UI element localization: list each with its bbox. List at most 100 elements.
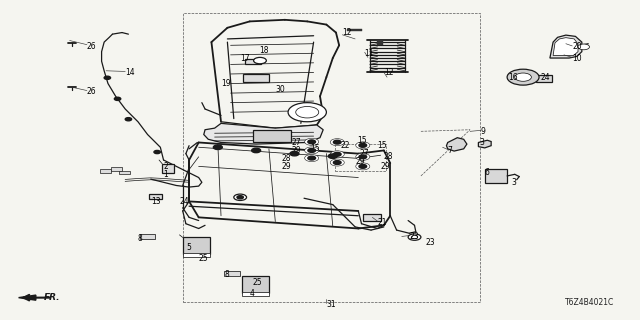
Text: 25: 25	[198, 254, 208, 263]
Circle shape	[213, 145, 222, 149]
Circle shape	[515, 73, 531, 81]
Circle shape	[359, 143, 367, 147]
Circle shape	[253, 57, 266, 64]
Polygon shape	[19, 295, 36, 300]
Polygon shape	[447, 138, 467, 151]
Circle shape	[288, 103, 326, 122]
Circle shape	[290, 151, 299, 156]
Bar	[378, 40, 383, 45]
Bar	[111, 167, 122, 171]
Text: 22: 22	[340, 141, 350, 150]
Circle shape	[330, 151, 344, 158]
Text: 24: 24	[179, 197, 189, 206]
Text: 23: 23	[410, 232, 419, 241]
Text: 13: 13	[151, 197, 161, 206]
Circle shape	[305, 138, 319, 145]
Circle shape	[125, 118, 132, 121]
Circle shape	[296, 107, 319, 118]
Text: 25: 25	[253, 278, 262, 287]
Text: FR.: FR.	[44, 293, 61, 302]
Bar	[484, 169, 507, 183]
Circle shape	[412, 236, 418, 239]
Bar	[182, 253, 209, 257]
Text: 14: 14	[125, 68, 135, 77]
Bar	[140, 234, 156, 239]
Text: 12: 12	[384, 68, 394, 77]
Text: 1: 1	[164, 170, 168, 179]
Bar	[149, 194, 162, 199]
Bar	[119, 171, 131, 174]
Text: 10: 10	[572, 53, 582, 62]
Text: 12: 12	[342, 28, 352, 37]
Bar	[536, 75, 552, 82]
Bar	[348, 29, 362, 31]
Bar	[182, 13, 479, 302]
Text: 21: 21	[378, 218, 387, 227]
Text: 5: 5	[186, 243, 191, 252]
Circle shape	[234, 194, 246, 200]
Bar	[182, 237, 209, 254]
Circle shape	[330, 159, 344, 166]
Circle shape	[356, 163, 370, 170]
Circle shape	[308, 156, 316, 160]
Text: 29: 29	[381, 162, 390, 171]
Circle shape	[333, 161, 341, 164]
Text: 27: 27	[291, 138, 301, 147]
Text: 27: 27	[360, 149, 369, 158]
Text: 29: 29	[355, 157, 365, 166]
Circle shape	[305, 155, 319, 162]
Text: 7: 7	[448, 146, 452, 155]
Circle shape	[333, 140, 341, 144]
Text: 19: 19	[221, 79, 230, 88]
Text: 11: 11	[365, 49, 374, 58]
Text: 15: 15	[357, 136, 367, 145]
Text: 29: 29	[282, 162, 291, 171]
Polygon shape	[204, 123, 323, 144]
Circle shape	[252, 148, 260, 153]
Polygon shape	[550, 35, 582, 58]
Text: 30: 30	[275, 85, 285, 94]
Text: 18: 18	[259, 45, 269, 55]
Circle shape	[305, 147, 319, 154]
Circle shape	[578, 44, 589, 50]
Circle shape	[308, 148, 316, 152]
Bar	[244, 59, 260, 64]
Circle shape	[104, 76, 111, 79]
Bar	[224, 271, 239, 276]
Text: 24: 24	[540, 73, 550, 82]
Circle shape	[356, 142, 370, 149]
Polygon shape	[478, 140, 491, 148]
Text: 23: 23	[426, 238, 435, 247]
Circle shape	[237, 196, 243, 199]
Text: 8: 8	[224, 270, 229, 279]
Text: 28: 28	[384, 152, 394, 161]
Circle shape	[333, 152, 341, 156]
Text: 16: 16	[508, 73, 518, 82]
Bar	[335, 144, 386, 171]
Bar	[242, 276, 269, 293]
Bar	[364, 214, 381, 220]
Text: 17: 17	[240, 53, 250, 62]
Text: 26: 26	[87, 42, 97, 52]
Circle shape	[408, 234, 421, 240]
Circle shape	[359, 164, 367, 168]
Circle shape	[330, 139, 344, 146]
Text: 6: 6	[484, 168, 490, 177]
Text: T6Z4B4021C: T6Z4B4021C	[564, 298, 614, 307]
Text: 9: 9	[481, 127, 486, 136]
Text: 3: 3	[479, 138, 484, 147]
Text: 28: 28	[282, 154, 291, 163]
Circle shape	[154, 150, 161, 154]
Bar	[253, 130, 291, 142]
Circle shape	[356, 153, 370, 160]
Bar	[100, 169, 111, 173]
Bar	[242, 292, 269, 296]
Circle shape	[359, 155, 367, 159]
Text: 15: 15	[378, 141, 387, 150]
Text: 3: 3	[511, 178, 516, 187]
Bar	[243, 74, 269, 82]
Text: 15: 15	[310, 144, 320, 153]
Circle shape	[308, 140, 316, 144]
Text: 4: 4	[250, 289, 255, 298]
Circle shape	[115, 97, 121, 100]
